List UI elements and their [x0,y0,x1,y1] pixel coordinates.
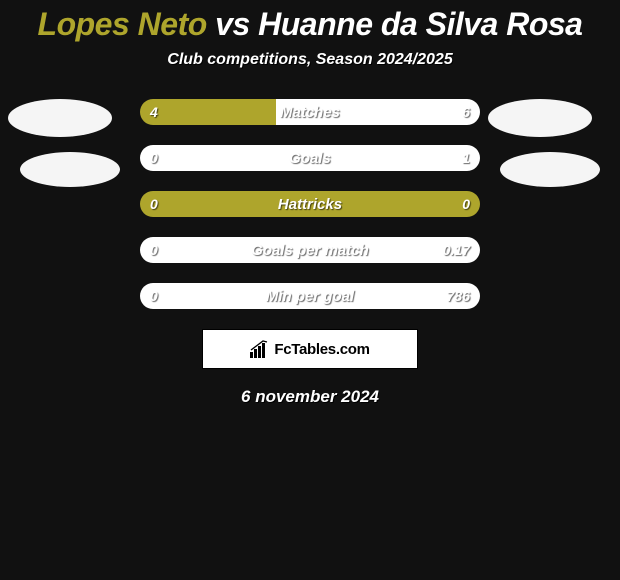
title-player1: Lopes Neto [38,6,207,42]
stat-row: 46Matches [140,99,480,125]
stat-row: 00Hattricks [140,191,480,217]
title-player2: Huanne da Silva Rosa [258,6,582,42]
stat-bar-p2 [276,99,480,125]
stat-bar-p2 [140,283,480,309]
comparison-chart: 46Matches 01Goals 00Hattricks 00.17Goals pe… [0,99,620,309]
subtitle: Club competitions, Season 2024/2025 [0,51,620,69]
avatar-p2_big [488,99,592,137]
stat-bar-p1 [140,191,480,217]
stat-row: 0786Min per goal [140,283,480,309]
page-title: Lopes Neto vs Huanne da Silva Rosa [0,0,620,43]
avatar-p2_small [500,152,600,187]
bar-chart-icon [250,340,270,358]
stat-bar-p2 [140,237,480,263]
stat-row: 01Goals [140,145,480,171]
stat-row: 00.17Goals per match [140,237,480,263]
avatar-p1_small [20,152,120,187]
stat-bar-p2 [140,145,480,171]
avatar-p1_big [8,99,112,137]
branding-badge: FcTables.com [202,329,418,369]
stat-bar-p1 [140,99,276,125]
title-vs: vs [215,6,250,42]
branding-text: FcTables.com [274,341,369,358]
date-label: 6 november 2024 [0,387,620,407]
